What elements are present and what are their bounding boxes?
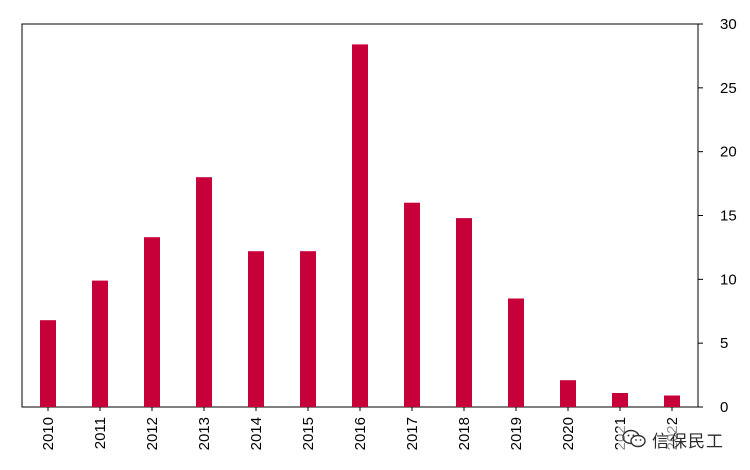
bar-2021 [612,393,628,407]
x-tick-label: 2013 [196,417,213,450]
x-tick-label: 2020 [560,417,577,450]
bar-2011 [92,280,108,407]
x-tick-label: 2014 [248,417,265,450]
bar-2015 [300,251,316,407]
bar-2016 [352,44,368,408]
x-tick-label: 2010 [40,417,57,450]
wechat-icon [622,429,646,448]
bar-2013 [196,177,212,407]
x-tick-label: 2016 [352,417,369,450]
y-tick-label: 20 [720,144,737,161]
x-axis: 2010 2011 2012 2013 2014 2015 2016 2017 2018 2019… [40,407,681,450]
x-tick-label: 2012 [144,417,161,450]
y-tick-label: 25 [720,80,737,97]
watermark: 信保民工 [618,424,728,454]
y-tick-label: 5 [720,335,728,352]
y-tick-label: 10 [720,271,737,288]
bar-2018 [456,218,472,407]
y-tick-label: 30 [720,16,737,33]
x-tick-label: 2018 [456,417,473,450]
x-tick-label: 2019 [508,417,525,450]
bar-2012 [144,237,160,407]
bar-2019 [508,298,524,407]
x-tick-label: 2015 [300,417,317,450]
bar-2017 [404,202,420,407]
bar-2022 [664,395,680,407]
bars-group [40,44,680,408]
watermark-text: 信保民工 [652,431,724,452]
bar-2020 [560,380,576,407]
y-axis: 0 5 10 15 20 25 30 [698,16,737,416]
y-tick-label: 0 [720,399,728,416]
x-tick-label: 2011 [92,417,109,449]
bar-2010 [40,320,56,407]
x-tick-label: 2017 [404,417,421,450]
bar-2014 [248,251,264,407]
y-tick-label: 15 [720,208,737,225]
